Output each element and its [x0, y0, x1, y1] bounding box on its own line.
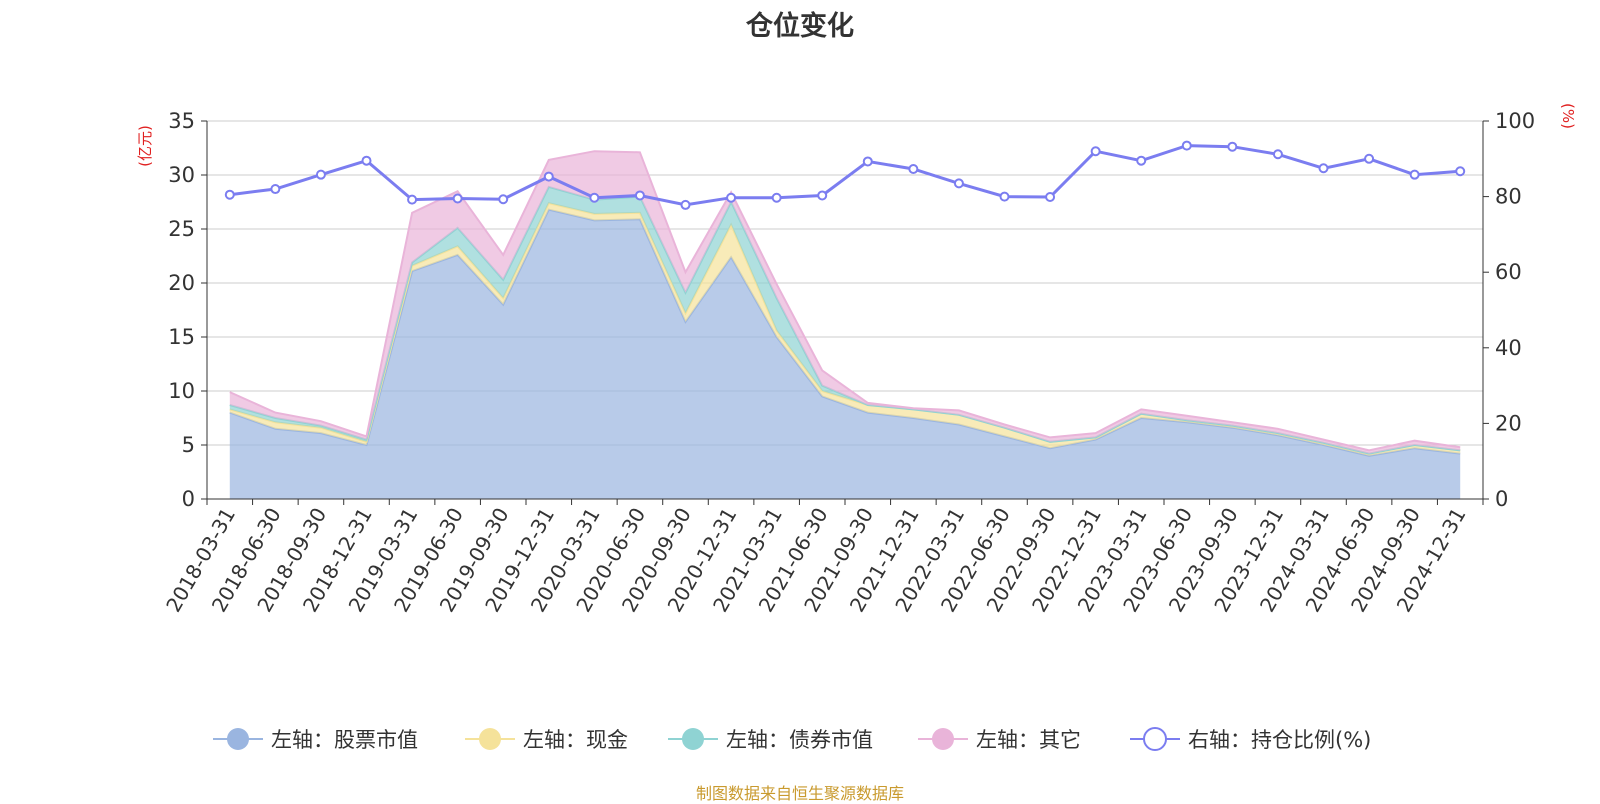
ratio-point	[1364, 153, 1375, 164]
legend-item: 左轴：股票市值	[213, 728, 418, 752]
right-axis-tick-label: 100	[1495, 109, 1535, 133]
ratio-point	[1227, 141, 1238, 152]
ratio-point	[953, 178, 964, 189]
legend-item: 左轴：债券市值	[668, 728, 873, 752]
left-axis-tick-label: 20	[168, 271, 195, 295]
ratio-point	[407, 194, 418, 205]
ratio-point	[1181, 140, 1192, 151]
left-axis-tick-label: 5	[182, 433, 195, 457]
ratio-line	[229, 144, 1461, 207]
ratio-point	[908, 164, 919, 175]
left-axis-tick-label: 35	[168, 109, 195, 133]
area-band	[229, 151, 1461, 454]
legend-label: 左轴：债券市值	[726, 728, 873, 752]
legend-marker	[1143, 727, 1167, 751]
legend-marker	[932, 728, 954, 750]
ratio-point	[726, 192, 737, 203]
legend-item: 右轴：持仓比例(%)	[1130, 727, 1371, 752]
legend-item: 左轴：现金	[465, 728, 628, 752]
legend-marker	[682, 728, 704, 750]
left-axis-unit: (亿元)	[136, 125, 154, 167]
legend: 左轴：股票市值 左轴：现金 左轴：债券市值 左轴：其它 右轴：持仓比例(%)	[213, 727, 1371, 752]
ratio-point	[315, 169, 326, 180]
legend-marker	[227, 728, 249, 750]
legend-label: 左轴：股票市值	[271, 728, 418, 752]
ratio-point	[862, 156, 873, 167]
right-axis-tick-label: 80	[1495, 185, 1522, 209]
axes: 051015202530350204060801002018-03-312018…	[161, 109, 1535, 616]
legend-label: 左轴：其它	[976, 728, 1081, 752]
ratio-point	[543, 171, 554, 182]
ratio-point	[361, 155, 372, 166]
ratio-point	[634, 190, 645, 201]
left-axis-tick-label: 10	[168, 379, 195, 403]
ratio-point	[1045, 191, 1056, 202]
ratio-point	[270, 184, 281, 195]
ratio-point	[452, 193, 463, 204]
ratio-point	[589, 192, 600, 203]
legend-label: 右轴：持仓比例(%)	[1188, 728, 1371, 752]
left-axis-tick-label: 30	[168, 163, 195, 187]
legend-marker	[479, 728, 501, 750]
ratio-point	[1455, 166, 1466, 177]
right-axis-tick-label: 0	[1495, 487, 1508, 511]
area-series-line	[229, 150, 1461, 452]
ratio-point	[817, 190, 828, 201]
right-axis-unit: (%)	[1559, 103, 1577, 129]
ratio-line-series	[224, 140, 1466, 210]
chart-title: 仓位变化	[746, 11, 854, 42]
ratio-point	[1272, 149, 1283, 160]
ratio-point	[771, 192, 782, 203]
ratio-point	[1136, 155, 1147, 166]
legend-item: 左轴：其它	[918, 728, 1081, 752]
right-axis-tick-label: 20	[1495, 411, 1522, 435]
ratio-point	[999, 191, 1010, 202]
ratio-point	[680, 199, 691, 210]
right-axis-tick-label: 60	[1495, 260, 1522, 284]
left-axis-tick-label: 0	[182, 487, 195, 511]
legend-label: 左轴：现金	[523, 728, 628, 752]
ratio-point	[1090, 146, 1101, 157]
left-axis-tick-label: 15	[168, 325, 195, 349]
ratio-point	[224, 189, 235, 200]
ratio-point	[1318, 163, 1329, 174]
data-source-note: 制图数据来自恒生聚源数据库	[695, 784, 904, 803]
stacked-areas	[229, 150, 1461, 499]
right-axis-tick-label: 40	[1495, 336, 1522, 360]
ratio-point	[1409, 169, 1420, 180]
left-axis-tick-label: 25	[168, 217, 195, 241]
area-band	[229, 209, 1461, 499]
ratio-point	[498, 194, 509, 205]
